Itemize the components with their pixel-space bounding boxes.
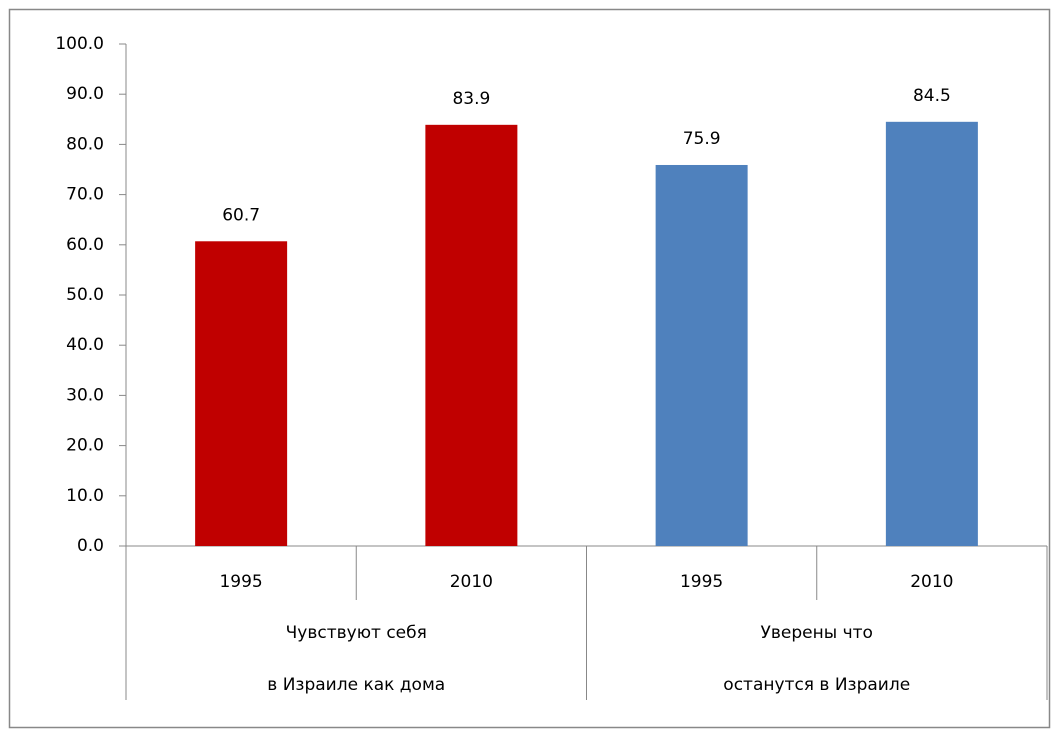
group-label: Уверены что (761, 623, 873, 643)
group-label: останутся в Израиле (723, 675, 910, 695)
x-tick-label: 1995 (219, 572, 262, 592)
bar (425, 124, 518, 547)
value-label: 75.9 (683, 129, 721, 149)
y-tick-label: 30.0 (66, 385, 104, 405)
y-tick-label: 10.0 (66, 486, 104, 506)
value-label: 83.9 (452, 89, 490, 109)
y-tick-label: 100.0 (55, 34, 104, 54)
x-tick-label: 2010 (450, 572, 493, 592)
y-tick-label: 50.0 (66, 285, 104, 305)
y-tick-label: 60.0 (66, 235, 104, 255)
bar (195, 241, 288, 546)
y-tick-label: 40.0 (66, 335, 104, 355)
y-tick-label: 20.0 (66, 436, 104, 456)
value-label: 60.7 (222, 205, 260, 225)
group-label: в Израиле как дома (267, 675, 445, 695)
y-tick-label: 90.0 (66, 84, 104, 104)
y-tick-label: 80.0 (66, 134, 104, 154)
x-tick-label: 1995 (680, 572, 723, 592)
y-tick-label: 0.0 (77, 536, 104, 556)
bar (655, 164, 748, 546)
x-tick-label: 2010 (910, 572, 953, 592)
y-tick-label: 70.0 (66, 185, 104, 205)
group-label: Чувствуют себя (286, 623, 427, 643)
chart-border (8, 8, 1051, 729)
value-label: 84.5 (913, 86, 951, 106)
bar (885, 121, 978, 546)
